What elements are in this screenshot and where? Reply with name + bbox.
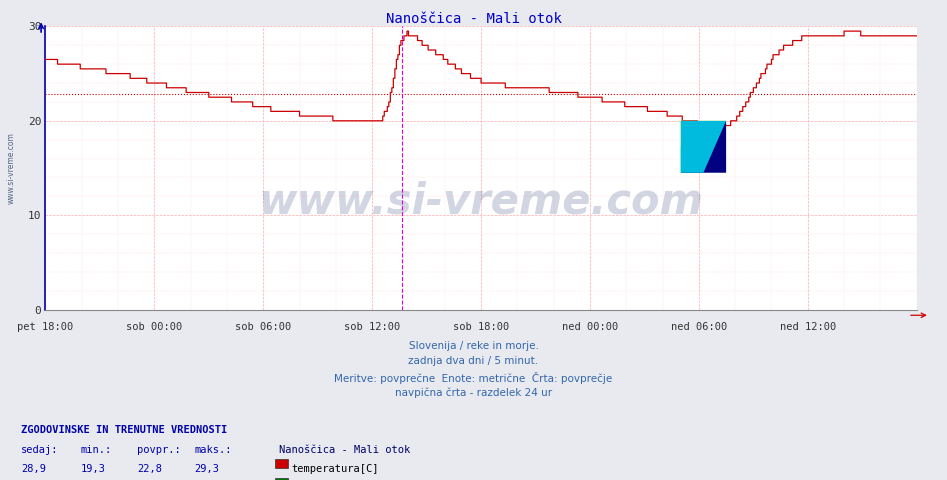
Text: Nanoščica - Mali otok: Nanoščica - Mali otok	[279, 445, 411, 455]
Text: Slovenija / reke in morje.: Slovenija / reke in morje.	[408, 341, 539, 351]
Text: sob 12:00: sob 12:00	[344, 322, 401, 332]
Text: sob 18:00: sob 18:00	[453, 322, 509, 332]
Text: zadnja dva dni / 5 minut.: zadnja dva dni / 5 minut.	[408, 356, 539, 366]
Text: povpr.:: povpr.:	[137, 445, 181, 455]
Text: sob 06:00: sob 06:00	[235, 322, 292, 332]
Text: ned 00:00: ned 00:00	[562, 322, 618, 332]
Polygon shape	[681, 121, 726, 173]
Text: sedaj:: sedaj:	[21, 445, 59, 455]
Text: 22,8: 22,8	[137, 464, 162, 474]
Text: 19,3: 19,3	[80, 464, 105, 474]
Text: pet 18:00: pet 18:00	[17, 322, 74, 332]
Text: Nanoščica - Mali otok: Nanoščica - Mali otok	[385, 12, 562, 26]
Text: www.si-vreme.com: www.si-vreme.com	[7, 132, 16, 204]
Polygon shape	[681, 121, 726, 173]
Text: ned 06:00: ned 06:00	[670, 322, 727, 332]
Text: ned 12:00: ned 12:00	[779, 322, 836, 332]
Text: 29,3: 29,3	[194, 464, 219, 474]
Text: 28,9: 28,9	[21, 464, 45, 474]
Text: temperatura[C]: temperatura[C]	[292, 464, 379, 474]
Text: www.si-vreme.com: www.si-vreme.com	[259, 181, 704, 223]
Text: Meritve: povprečne  Enote: metrične  Črta: povprečje: Meritve: povprečne Enote: metrične Črta:…	[334, 372, 613, 384]
Polygon shape	[681, 121, 726, 173]
Text: sob 00:00: sob 00:00	[126, 322, 183, 332]
Text: maks.:: maks.:	[194, 445, 232, 455]
Text: min.:: min.:	[80, 445, 112, 455]
Polygon shape	[681, 147, 704, 173]
Text: navpična črta - razdelek 24 ur: navpična črta - razdelek 24 ur	[395, 387, 552, 398]
Text: ZGODOVINSKE IN TRENUTNE VREDNOSTI: ZGODOVINSKE IN TRENUTNE VREDNOSTI	[21, 425, 227, 435]
